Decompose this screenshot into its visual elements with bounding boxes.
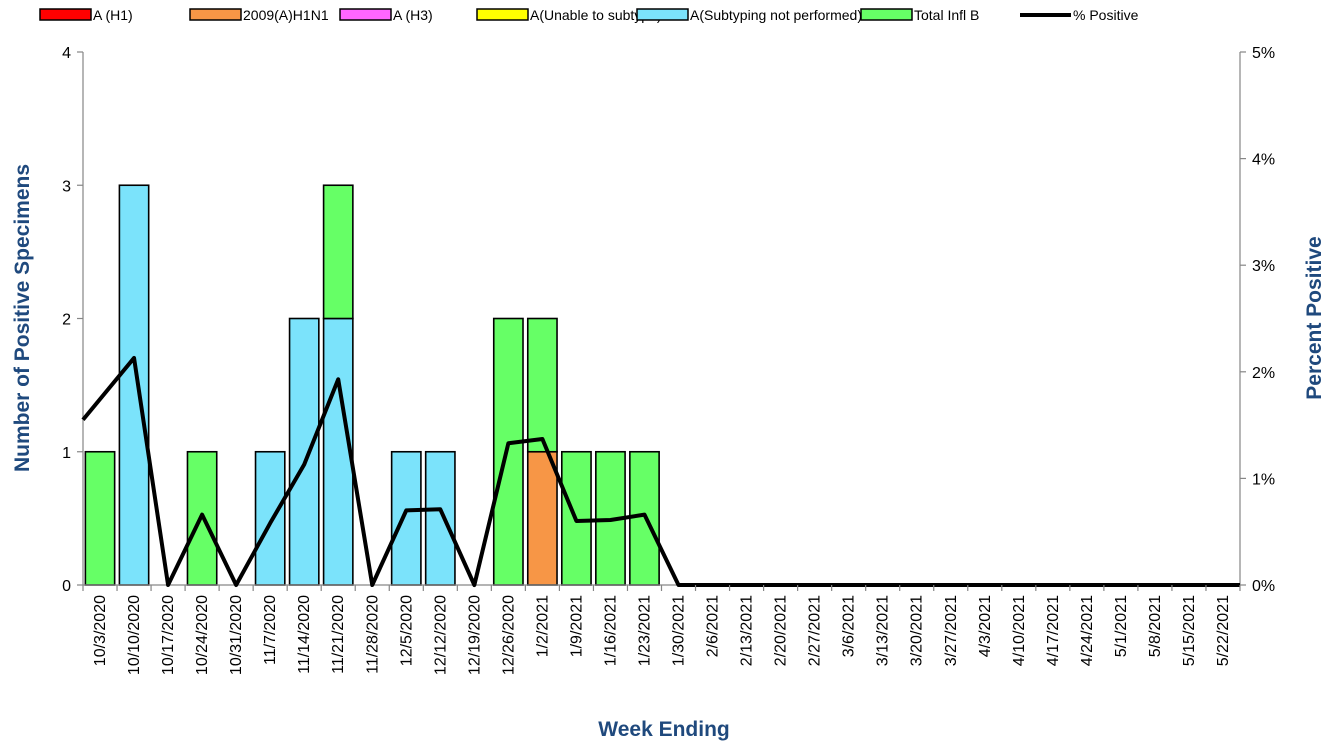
y2-tick-label: 5% — [1252, 45, 1275, 62]
bar-5-12-5-2020 — [390, 450, 422, 586]
x-tick-label: 2/20/2021 — [773, 595, 790, 666]
x-tick-label: 12/19/2020 — [466, 595, 483, 675]
bar-2-1-2-2021 — [526, 450, 558, 586]
x-tick-label: 1/16/2021 — [602, 595, 619, 666]
percent-line-layer — [81, 355, 1240, 587]
x-tick-label: 12/5/2020 — [398, 595, 415, 666]
y2-tick-label: 2% — [1252, 365, 1275, 382]
legend-swatch — [39, 8, 92, 21]
x-tick-label: 1/9/2021 — [568, 595, 585, 657]
x-tick-label: 12/26/2020 — [500, 595, 517, 675]
y2-tick-label: 1% — [1252, 471, 1275, 488]
legend-label: A(Subtyping not performed) — [690, 7, 862, 23]
legend-label: A (H1) — [93, 7, 133, 23]
x-tick-label: 2/27/2021 — [807, 595, 824, 666]
bar-6-10-3-2020 — [84, 450, 116, 586]
ticks-layer: 0 1 2 3 4 0% 1% 2% 3% 4% 5% 10/3/2020 10/10/2020 10/1… — [62, 45, 1275, 675]
legend-swatch — [860, 8, 913, 21]
bars-layer — [84, 184, 660, 586]
x-tick-label: 11/21/2020 — [330, 595, 347, 674]
x-tick-label: 4/10/2021 — [1011, 595, 1028, 666]
x-tick-label: 3/6/2021 — [841, 595, 858, 657]
x-tick-label: 4/3/2021 — [977, 595, 994, 657]
y2-tick-label: 3% — [1252, 258, 1275, 275]
legend-swatch — [476, 8, 529, 21]
x-tick-label: 10/24/2020 — [194, 595, 211, 675]
x-tick-label: 5/22/2021 — [1215, 595, 1232, 666]
x-tick-label: 5/1/2021 — [1113, 595, 1130, 657]
y2-axis-title: Percent Positive — [1303, 236, 1326, 399]
bar-5-11-7-2020 — [254, 450, 286, 586]
x-tick-label: 3/20/2021 — [909, 595, 926, 666]
bar-6-11-21-2020 — [322, 184, 354, 320]
y-tick-label: 0 — [62, 578, 71, 595]
x-tick-label: 3/27/2021 — [943, 595, 960, 666]
y-tick-label: 3 — [62, 178, 71, 195]
x-tick-label: 10/3/2020 — [92, 595, 109, 666]
x-tick-label: 11/7/2020 — [262, 595, 279, 665]
legend-label: A (H3) — [393, 7, 433, 23]
x-tick-label: 11/28/2020 — [364, 595, 381, 674]
legend: A (H1) 2009(A)H1N1 A (H3) A(Unable to subty… — [39, 7, 1139, 23]
x-tick-label: 4/24/2021 — [1079, 595, 1096, 666]
x-tick-label: 5/8/2021 — [1147, 595, 1164, 657]
x-tick-label: 1/2/2021 — [534, 595, 551, 657]
x-tick-label: 10/10/2020 — [126, 595, 143, 675]
legend-swatch — [189, 8, 242, 21]
legend-label: A(Unable to subtype) — [530, 7, 662, 23]
y-tick-label: 4 — [62, 45, 71, 62]
legend-label: Total Infl B — [914, 7, 979, 23]
y2-tick-label: 0% — [1252, 578, 1275, 595]
y2-tick-label: 4% — [1252, 152, 1275, 169]
x-tick-label: 1/23/2021 — [636, 595, 653, 666]
bar-5-10-10-2020 — [118, 184, 150, 586]
x-tick-label: 10/17/2020 — [160, 595, 177, 675]
y-axis-title: Number of Positive Specimens — [11, 164, 34, 472]
bar-6-1-2-2021 — [526, 317, 558, 453]
y-tick-label: 1 — [62, 445, 71, 462]
percent-positive-line — [81, 355, 1240, 587]
x-tick-label: 12/12/2020 — [432, 595, 449, 675]
legend-label: % Positive — [1073, 7, 1139, 23]
bar-5-11-14-2020 — [288, 317, 320, 586]
x-tick-label: 4/17/2021 — [1045, 595, 1062, 666]
y-tick-label: 2 — [62, 312, 71, 329]
x-tick-label: 3/13/2021 — [875, 595, 892, 666]
legend-label: 2009(A)H1N1 — [243, 7, 329, 23]
x-axis-title: Week Ending — [598, 718, 729, 741]
legend-swatch — [339, 8, 392, 21]
x-tick-label: 10/31/2020 — [228, 595, 245, 675]
x-tick-label: 11/14/2020 — [296, 595, 313, 674]
legend-swatch — [636, 8, 689, 21]
x-tick-label: 5/15/2021 — [1181, 595, 1198, 666]
x-tick-label: 2/13/2021 — [739, 595, 756, 666]
x-tick-label: 2/6/2021 — [705, 595, 722, 657]
x-tick-label: 1/30/2021 — [671, 595, 688, 666]
bar-5-12-12-2020 — [424, 450, 456, 586]
